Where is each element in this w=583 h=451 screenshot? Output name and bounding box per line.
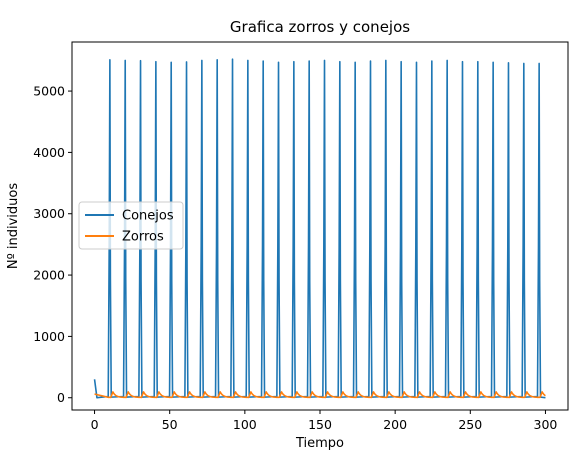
legend-label-conejos: Conejos [122,209,174,224]
y-tick-label-5000: 5000 [33,84,65,99]
x-tick-label-0: 0 [91,417,99,432]
x-tick-label-100: 100 [233,417,257,432]
series-line-zorros [94,391,546,399]
y-tick-label-1000: 1000 [33,329,65,344]
y-tick-label-0: 0 [57,390,65,405]
x-axis-label: Tiempo [295,436,344,451]
x-tick-label-250: 250 [458,417,482,432]
y-tick-label-3000: 3000 [33,206,65,221]
x-tick-label-50: 50 [162,417,178,432]
chart-title: Grafica zorros y conejos [230,18,410,36]
series-layer [93,58,546,399]
y-tick-label-4000: 4000 [33,145,65,160]
x-tick-label-200: 200 [383,417,407,432]
x-tick-label-300: 300 [534,417,558,432]
legend: Conejos Zorros [78,201,184,250]
x-axis-ticks: 0 50 100 150 200 250 300 [91,410,558,432]
y-tick-label-2000: 2000 [33,268,65,283]
y-axis-label: Nº individuos [6,183,21,269]
x-tick-label-150: 150 [308,417,332,432]
legend-label-zorros: Zorros [122,230,164,245]
y-axis-ticks: 0 1000 2000 3000 4000 5000 [33,84,72,405]
legend-box [78,201,184,250]
series-line-conejos [93,58,546,399]
